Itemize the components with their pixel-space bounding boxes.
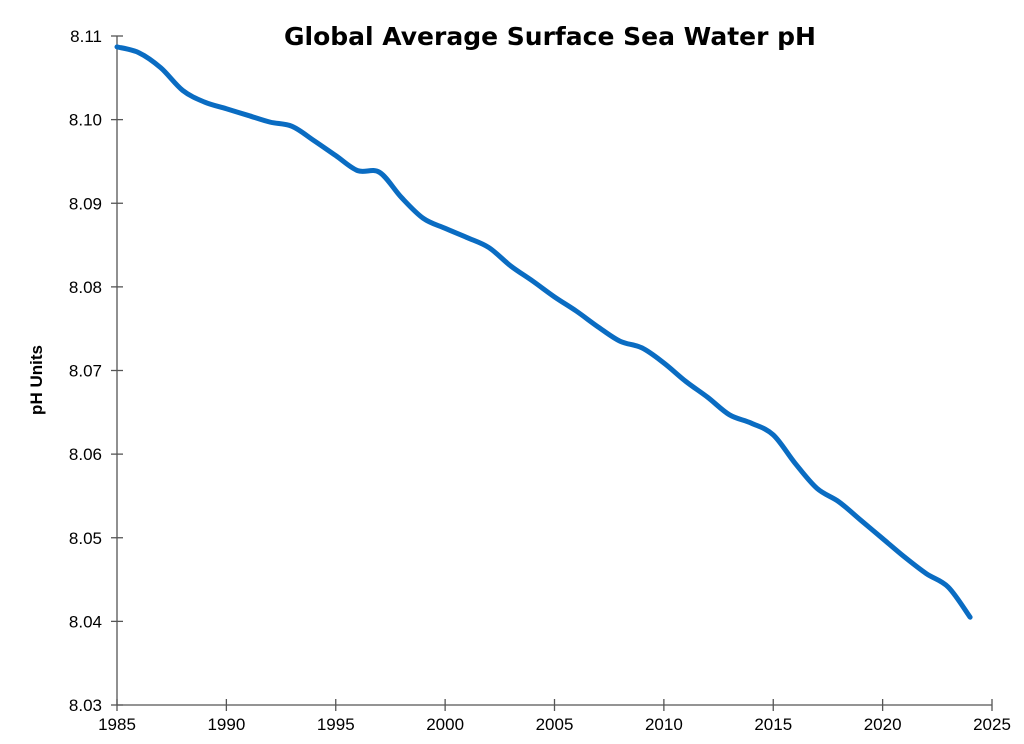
x-tick-label: 2010	[645, 715, 683, 734]
x-tick-label: 2000	[426, 715, 464, 734]
y-tick-label: 8.07	[69, 362, 102, 381]
y-tick-label: 8.04	[69, 612, 102, 631]
y-tick-label: 8.06	[69, 445, 102, 464]
x-tick-label: 2015	[754, 715, 792, 734]
y-tick-label: 8.09	[69, 194, 102, 213]
x-tick-label: 1985	[98, 715, 136, 734]
y-tick-label: 8.11	[70, 27, 102, 46]
x-tick-label: 2020	[864, 715, 902, 734]
y-axis-label: pH Units	[27, 345, 46, 415]
y-tick-label: 8.05	[69, 529, 102, 548]
y-tick-label: 8.08	[69, 278, 102, 297]
x-tick-label: 2025	[973, 715, 1011, 734]
x-tick-label: 1990	[207, 715, 245, 734]
y-tick-label: 8.10	[69, 111, 102, 130]
series-line	[114, 44, 973, 620]
y-tick-label: 8.03	[69, 696, 102, 715]
x-tick-label: 1995	[317, 715, 355, 734]
x-tick-label: 2005	[536, 715, 574, 734]
chart-title: Global Average Surface Sea Water pH	[284, 22, 816, 51]
